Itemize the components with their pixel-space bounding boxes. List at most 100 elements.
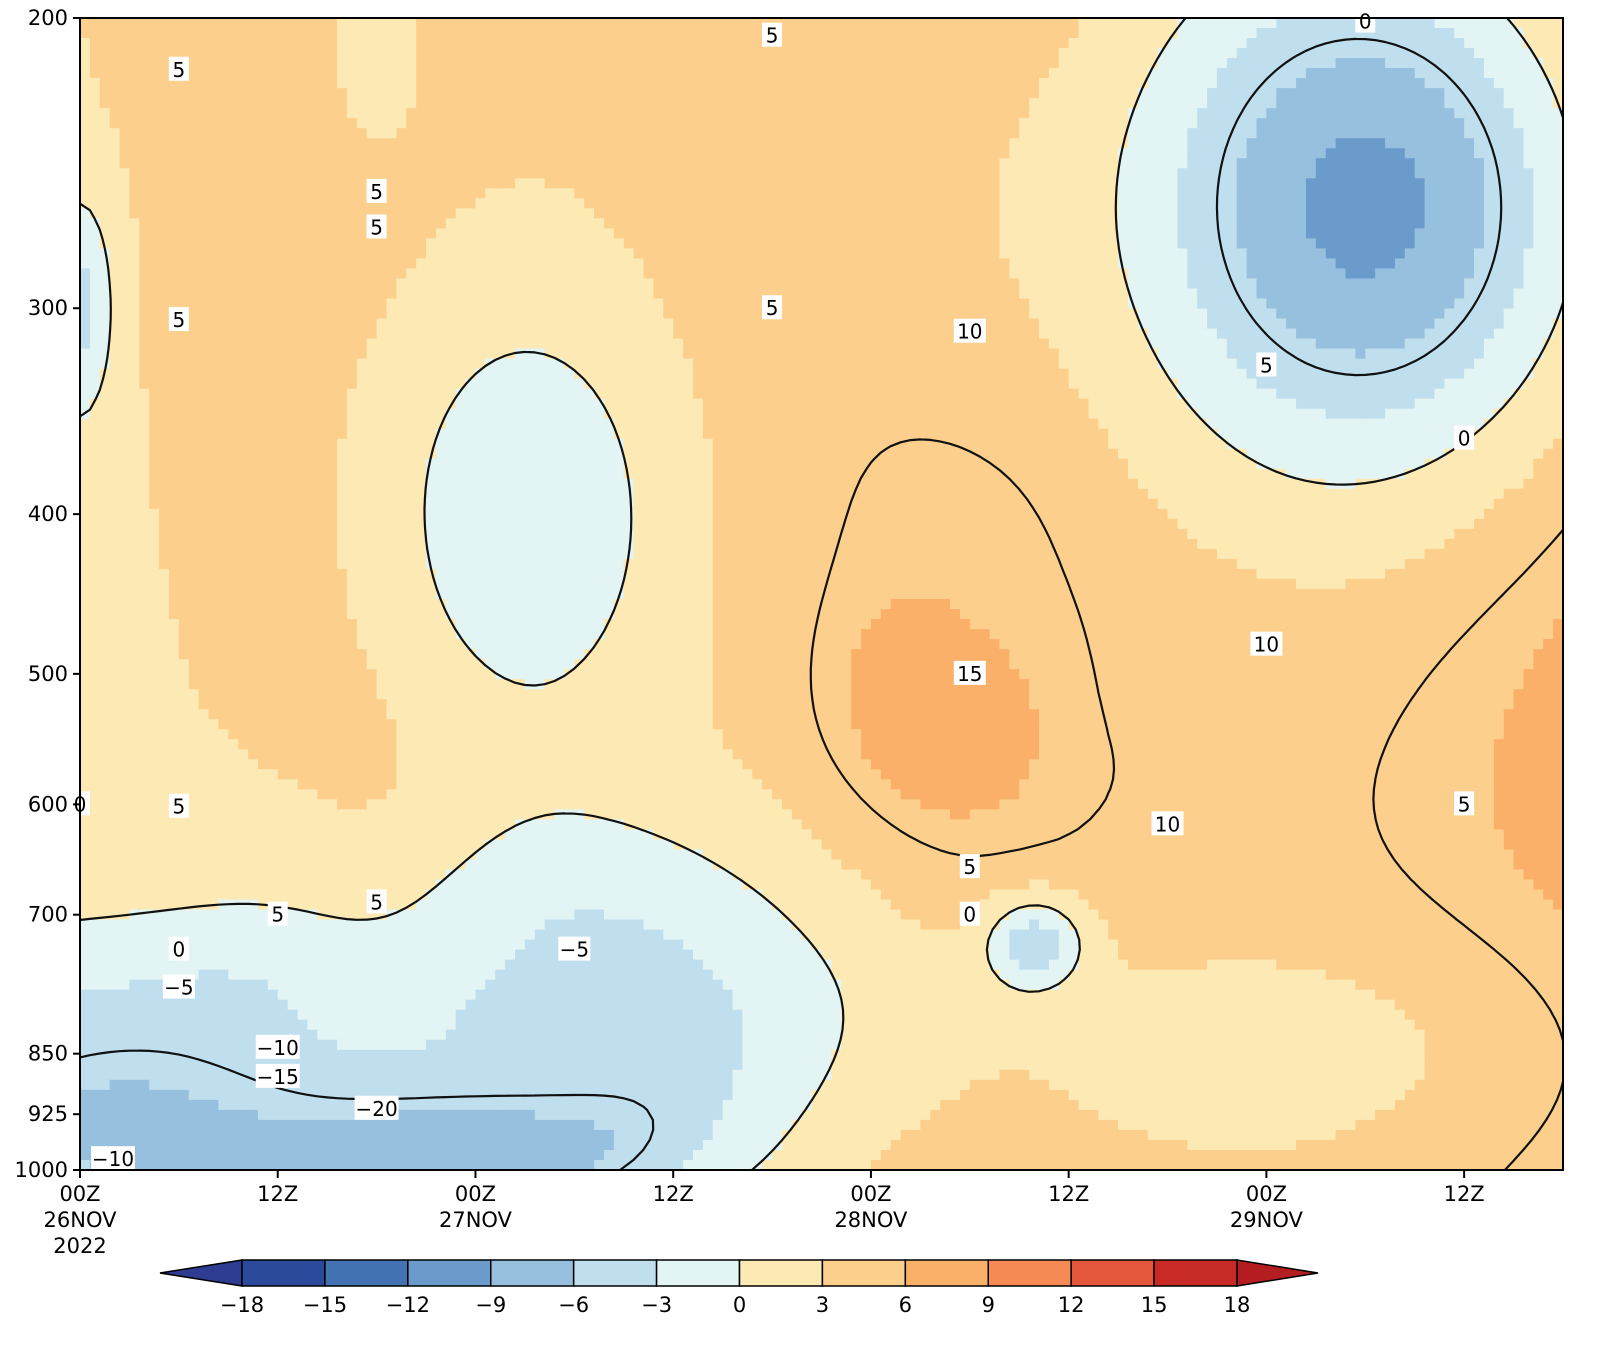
field-cell xyxy=(1483,98,1495,109)
field-cell xyxy=(1009,168,1020,179)
field-cell xyxy=(317,148,328,159)
field-cell xyxy=(198,68,210,79)
field-cell xyxy=(959,18,971,29)
field-cell xyxy=(801,188,813,199)
field-cell xyxy=(683,278,694,290)
field-cell xyxy=(940,328,951,340)
field-cell xyxy=(129,38,140,49)
field-cell xyxy=(515,28,526,39)
field-cell xyxy=(663,158,674,169)
field-cell xyxy=(1147,288,1159,300)
field-cell xyxy=(544,218,556,229)
field-cell xyxy=(455,188,467,199)
field-cell xyxy=(584,328,595,340)
field-cell xyxy=(416,328,427,340)
field-cell xyxy=(1039,108,1050,119)
field-cell xyxy=(722,38,734,49)
field-cell xyxy=(722,148,734,159)
field-cell xyxy=(327,68,338,79)
field-cell xyxy=(1078,208,1090,219)
field-cell xyxy=(188,88,200,99)
field-cell xyxy=(426,248,437,260)
field-cell xyxy=(692,48,704,59)
field-cell xyxy=(1058,128,1070,139)
field-cell xyxy=(267,38,279,49)
field-cell xyxy=(1157,208,1169,219)
field-cell xyxy=(801,158,813,169)
field-cell xyxy=(267,248,279,260)
field-cell xyxy=(1009,38,1020,49)
field-cell xyxy=(515,38,526,49)
field-cell xyxy=(218,178,229,189)
field-cell xyxy=(663,18,674,29)
field-cell xyxy=(544,148,556,159)
field-cell xyxy=(1167,118,1179,129)
field-cell xyxy=(238,288,249,300)
field-cell xyxy=(435,118,447,129)
field-cell xyxy=(1216,48,1228,59)
field-cell xyxy=(109,38,121,49)
field-cell xyxy=(1335,138,1347,149)
field-cell xyxy=(1058,88,1070,99)
field-cell xyxy=(238,278,249,290)
field-cell xyxy=(821,138,832,149)
field-cell xyxy=(1048,88,1060,99)
field-cell xyxy=(1345,318,1356,330)
field-cell xyxy=(841,118,852,129)
field-cell xyxy=(950,98,961,109)
field-cell xyxy=(426,268,437,280)
field-cell xyxy=(752,138,763,149)
field-cell xyxy=(1296,298,1307,310)
field-cell xyxy=(465,58,477,69)
field-cell xyxy=(1256,58,1267,69)
field-cell xyxy=(396,28,407,39)
field-cell xyxy=(238,98,249,109)
field-cell xyxy=(930,228,941,239)
field-cell xyxy=(989,208,1001,219)
field-cell xyxy=(485,228,496,239)
field-cell xyxy=(613,298,625,310)
field-cell xyxy=(1048,338,1060,350)
field-cell xyxy=(267,98,279,109)
field-cell xyxy=(544,278,556,290)
field-cell xyxy=(534,338,546,350)
field-cell xyxy=(396,278,407,290)
field-cell xyxy=(910,178,921,189)
field-cell xyxy=(791,168,803,179)
field-cell xyxy=(1375,178,1386,189)
field-cell xyxy=(1493,188,1505,199)
field-cell xyxy=(109,118,121,129)
field-cell xyxy=(950,148,961,159)
field-cell xyxy=(455,228,467,239)
field-cell xyxy=(683,168,694,179)
field-cell xyxy=(1088,48,1099,59)
field-cell xyxy=(307,78,318,89)
field-cell xyxy=(811,58,823,69)
field-cell xyxy=(485,278,496,290)
field-cell xyxy=(692,78,704,89)
field-cell xyxy=(1246,158,1258,169)
field-cell xyxy=(930,138,941,149)
field-cell xyxy=(999,58,1010,69)
field-cell xyxy=(683,98,694,109)
field-cell xyxy=(1167,278,1179,290)
field-cell xyxy=(1553,328,1564,340)
field-cell xyxy=(930,28,941,39)
field-cell xyxy=(1543,318,1554,330)
field-cell xyxy=(1197,298,1208,310)
field-cell xyxy=(178,198,190,209)
field-cell xyxy=(673,318,684,330)
field-cell xyxy=(1068,258,1080,270)
field-cell xyxy=(465,118,477,129)
field-cell xyxy=(1335,308,1347,320)
field-cell xyxy=(1305,218,1317,229)
field-cell xyxy=(851,188,862,199)
field-cell xyxy=(277,308,289,320)
field-cell xyxy=(900,248,912,260)
field-cell xyxy=(554,178,566,189)
field-cell xyxy=(129,268,140,280)
field-cell xyxy=(752,308,763,320)
field-cell xyxy=(297,58,308,69)
field-cell xyxy=(772,218,783,229)
field-cell xyxy=(742,148,753,159)
